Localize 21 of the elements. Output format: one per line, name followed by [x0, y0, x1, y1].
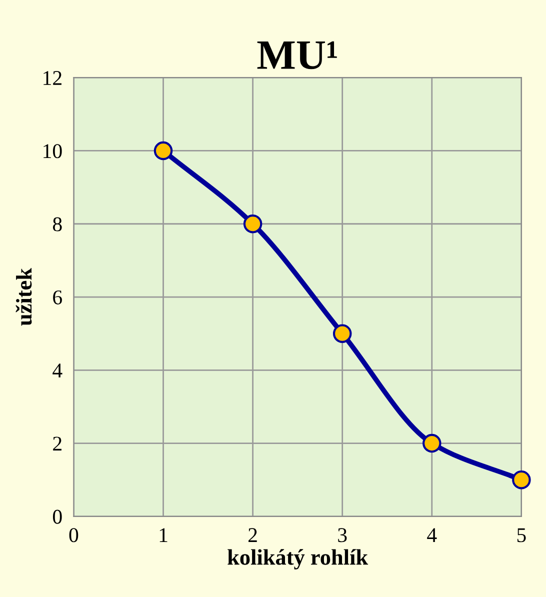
y-tick-label: 12	[44, 71, 62, 85]
y-tick-label: 10	[44, 144, 62, 158]
chart-title: MU¹	[257, 41, 337, 70]
y-tick-label: 2	[53, 436, 62, 450]
x-tick-label: 4	[427, 528, 437, 542]
y-tick-label: 0	[52, 510, 62, 524]
x-tick-label: 0	[69, 528, 78, 542]
point	[512, 470, 531, 490]
x-tick-label: 2	[248, 528, 257, 542]
y-axis-title: užitek	[16, 268, 32, 326]
point	[154, 141, 173, 160]
point	[422, 434, 442, 453]
x-tick-label: 1	[160, 528, 168, 542]
x-tick-label: 3	[338, 528, 347, 542]
y-tick-label: 6	[53, 290, 62, 304]
y-tick-label: 8	[52, 217, 62, 232]
x-axis-title: kolikátý rohlík	[228, 549, 368, 570]
point	[332, 324, 352, 343]
y-tick-label: 4	[52, 364, 62, 378]
point	[243, 214, 262, 234]
x-tick-label: 5	[517, 528, 526, 542]
